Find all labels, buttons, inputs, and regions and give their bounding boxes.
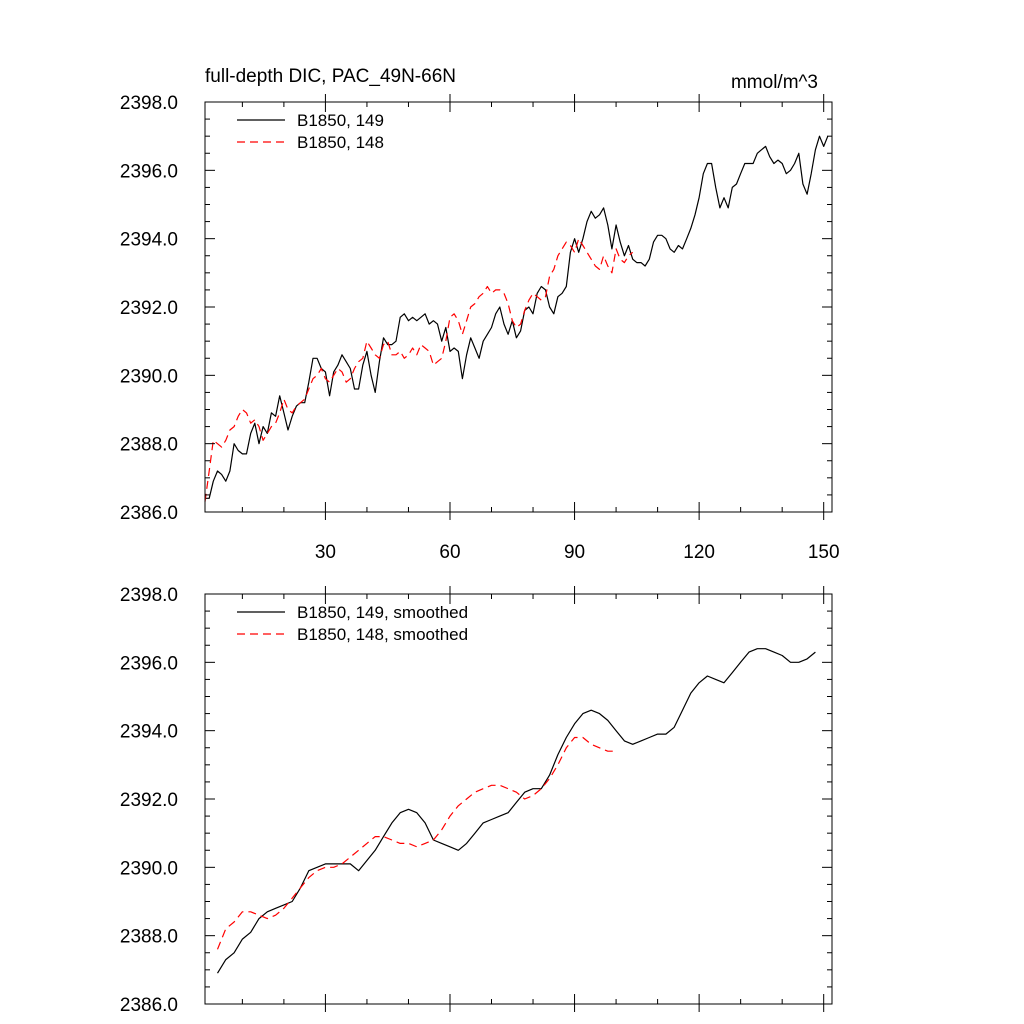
top-legend: B1850, 149 B1850, 148 (237, 111, 384, 152)
x-tick-label: 120 (683, 542, 715, 563)
y-tick-label: 2394.0 (120, 722, 178, 743)
series-line-1 (204, 238, 634, 502)
legend-label: B1850, 148 (297, 133, 384, 152)
y-tick-label: 2390.0 (120, 366, 178, 387)
x-tick-label: 30 (315, 542, 336, 563)
series-line-0 (216, 648, 816, 974)
top-plot-frame (204, 101, 833, 513)
y-tick-label: 2396.0 (120, 653, 178, 674)
x-tick-label: 150 (808, 542, 840, 563)
y-tick-label: 2386.0 (120, 995, 178, 1016)
y-tick-label: 2386.0 (120, 503, 178, 524)
bottom-legend: B1850, 149, smoothed B1850, 148, smoothed (237, 603, 468, 644)
x-tick-label: 60 (439, 542, 460, 563)
y-tick-label: 2394.0 (120, 230, 178, 251)
top-ticks: 2386.0 2388.0 2390.0 2392.0 2394.0 2396.0 2398… (120, 93, 840, 563)
top-series-group (204, 135, 829, 502)
y-tick-label: 2392.0 (120, 298, 178, 319)
series-line-0 (205, 135, 829, 499)
y-tick-label: 2398.0 (120, 93, 178, 114)
bottom-ticks: 2386.0 2388.0 2390.0 2392.0 2394.0 2396.0 2398… (120, 585, 832, 1016)
y-tick-label: 2392.0 (120, 790, 178, 811)
x-tick-label: 90 (564, 542, 585, 563)
legend-label: B1850, 149, smoothed (297, 603, 468, 622)
y-tick-label: 2388.0 (120, 927, 178, 948)
units-label: mmol/m^3 (731, 72, 818, 93)
top-panel: full-depth DIC, PAC_49N-66N mmol/m^3 238… (120, 66, 840, 563)
chart-title: full-depth DIC, PAC_49N-66N (205, 66, 456, 87)
y-tick-label: 2390.0 (120, 858, 178, 879)
series-line-1 (216, 736, 617, 950)
y-tick-label: 2398.0 (120, 585, 178, 606)
y-tick-label: 2388.0 (120, 435, 178, 456)
legend-label: B1850, 149 (297, 111, 384, 130)
legend-label: B1850, 148, smoothed (297, 625, 468, 644)
y-tick-label: 2396.0 (120, 161, 178, 182)
bottom-series-group (216, 648, 816, 974)
bottom-panel: 2386.0 2388.0 2390.0 2392.0 2394.0 2396.0 2398… (120, 585, 833, 1016)
